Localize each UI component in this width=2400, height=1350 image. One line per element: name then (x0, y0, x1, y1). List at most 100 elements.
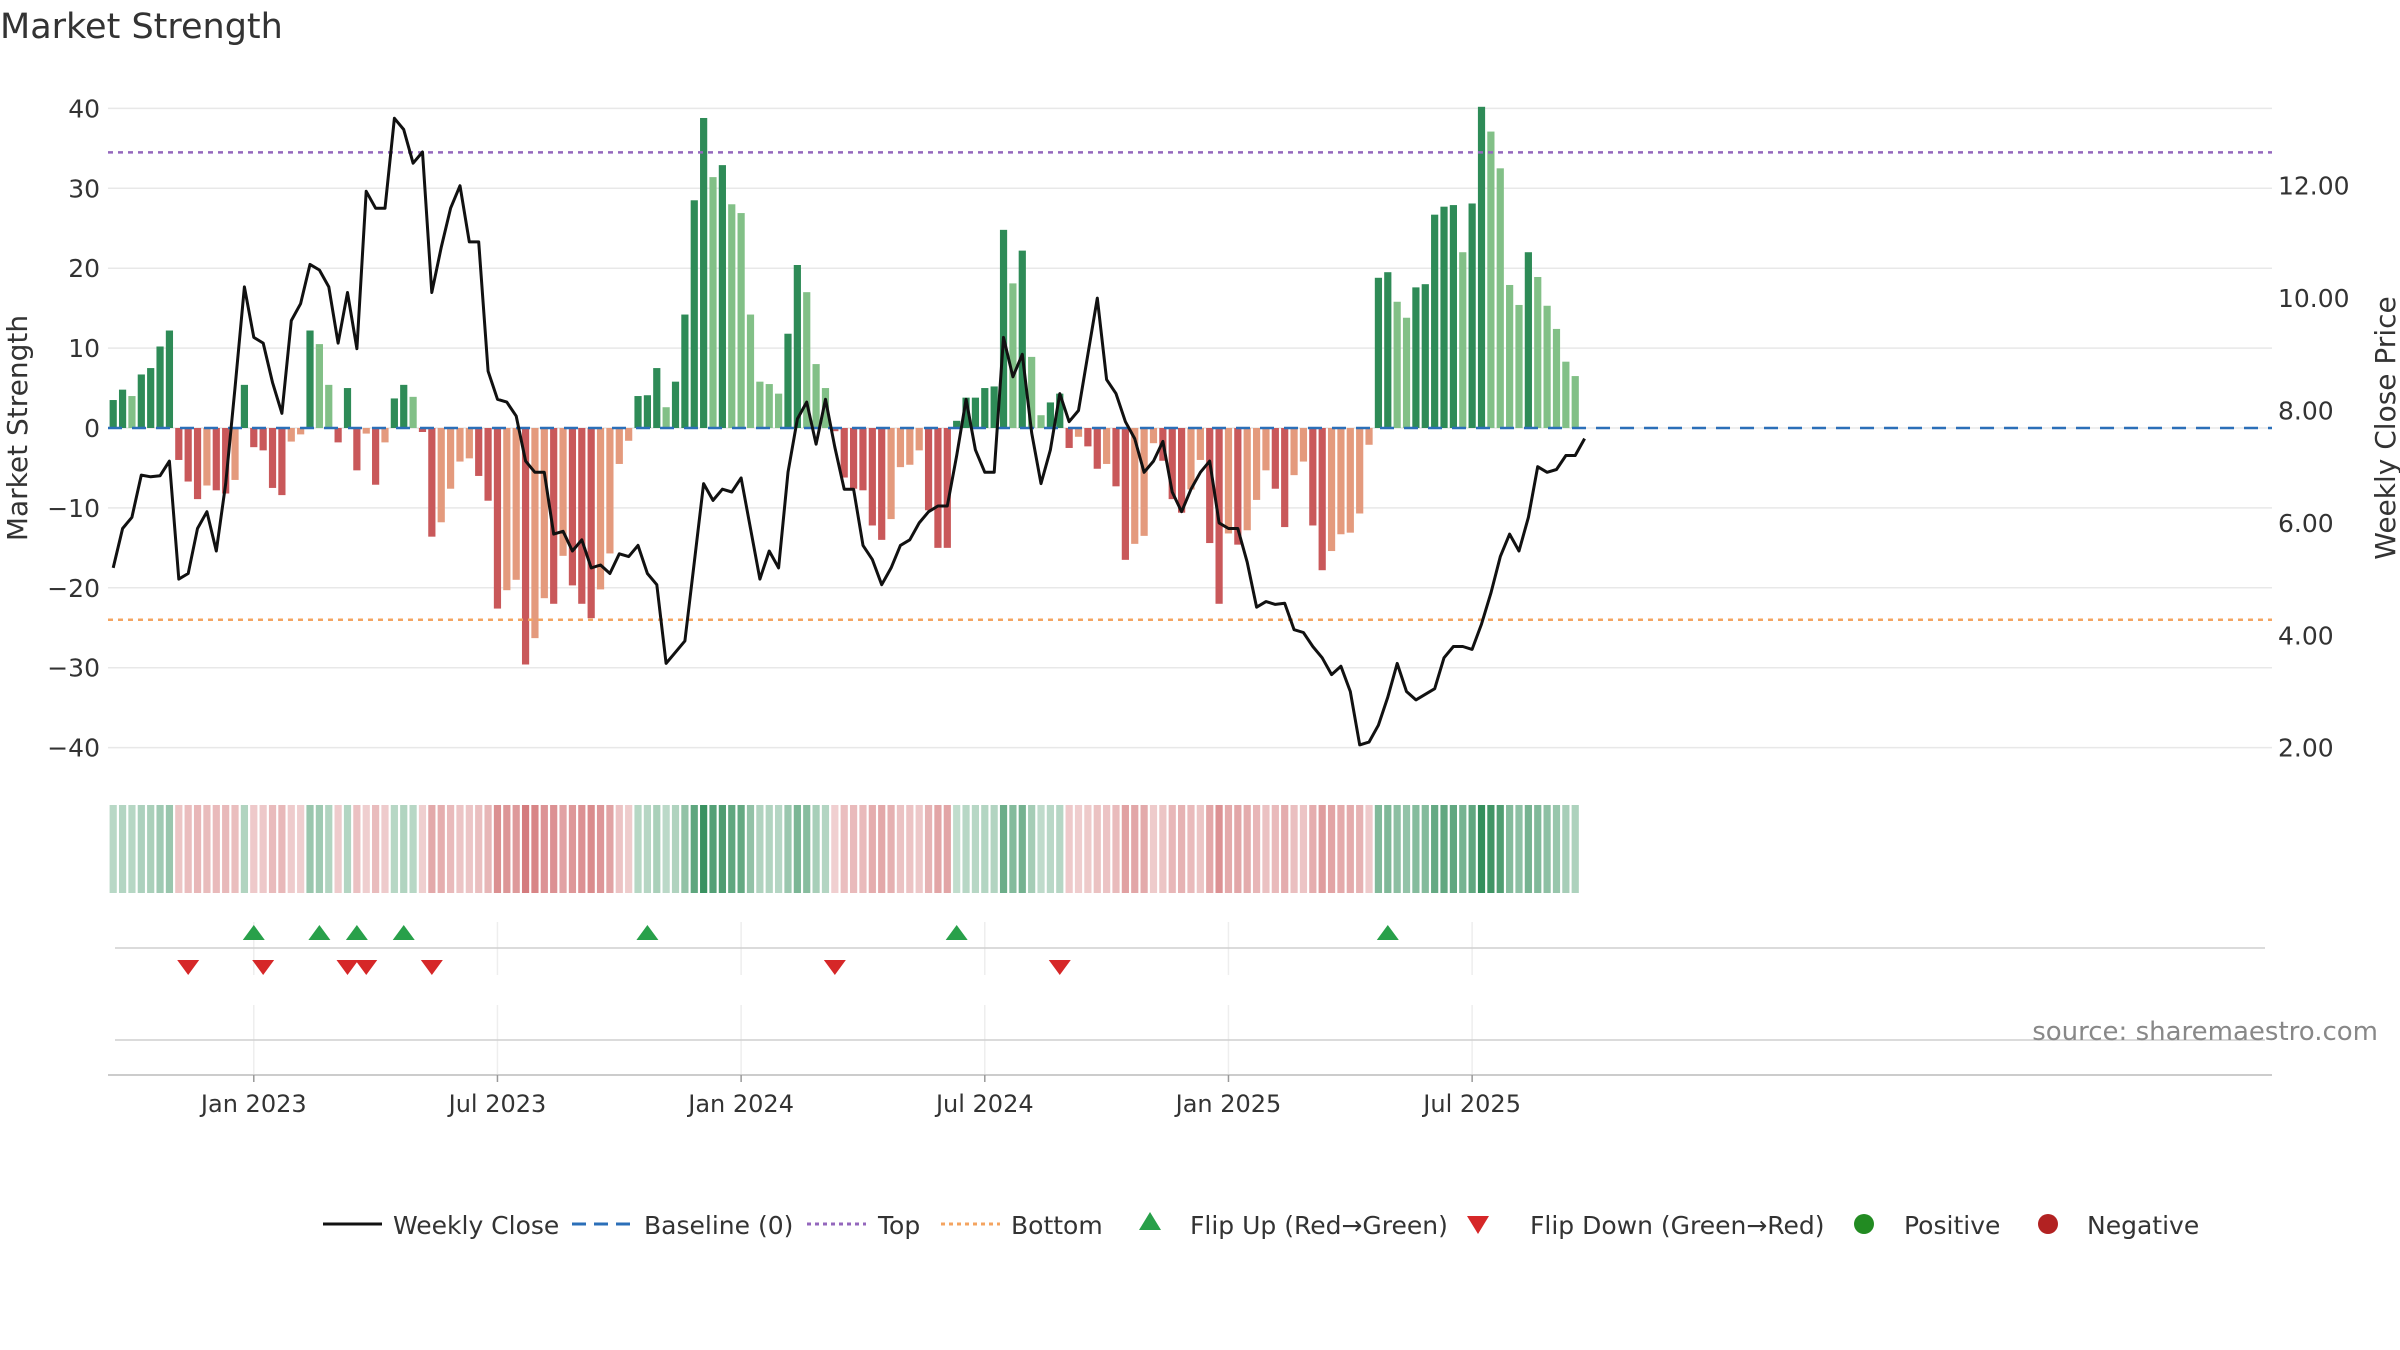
strength-bar (728, 204, 736, 428)
y-tick-label: −30 (47, 654, 100, 683)
legend-flip-down-label: Flip Down (Green→Red) (1530, 1211, 1825, 1240)
heat-strip-cell (793, 805, 801, 893)
heat-strip-cell (1056, 805, 1064, 893)
y-tick-labels: 40 30 20 10 0 −10 −20 −30 −40 (47, 94, 100, 762)
heat-strip-cell (1449, 805, 1457, 893)
strength-bar (634, 396, 642, 428)
legend-flip-up-icon (1139, 1212, 1161, 1230)
strength-bar (1103, 428, 1111, 464)
strength-bar (250, 428, 258, 448)
flip-down-marker (355, 960, 378, 975)
heat-strip-cell (1524, 805, 1532, 893)
flip-down-marker (823, 960, 846, 975)
heat-strip-cell (1440, 805, 1448, 893)
heat-strip-cell (1206, 805, 1214, 893)
x-tick-label: Jul 2025 (1421, 1090, 1521, 1118)
strength-bar (953, 420, 961, 428)
heat-strip-cell (381, 805, 389, 893)
heat-strip-cell (990, 805, 998, 893)
strength-bar (287, 428, 295, 442)
heat-strip-cell (737, 805, 745, 893)
strength-bar (849, 428, 858, 489)
heat-strip-cell (465, 805, 473, 893)
strength-bar (137, 374, 145, 428)
heat-strip-cell (390, 805, 398, 893)
heat-strip-cell (1187, 805, 1195, 893)
strength-bar (1224, 428, 1233, 534)
heat-strip-cell (1281, 805, 1289, 893)
flip-up-marker (392, 925, 415, 940)
heat-strip-cell (1093, 805, 1101, 893)
heat-strip-cell (634, 805, 642, 893)
strength-bar (934, 428, 942, 548)
strength-bar (568, 428, 577, 586)
strength-bar (1018, 250, 1026, 428)
heat-strip-cell (568, 805, 577, 893)
strength-bar (1431, 214, 1439, 428)
strength-bar (671, 381, 680, 428)
heat-strip-cell (1571, 805, 1579, 893)
legend-bottom-label: Bottom (1011, 1211, 1103, 1240)
strength-bar (606, 428, 614, 554)
strength-bar (1393, 301, 1401, 428)
strength-bar (924, 428, 933, 511)
strength-bar (690, 200, 698, 428)
source-note: source: sharemaestro.com (2032, 1017, 2378, 1047)
heat-strip-cell (596, 805, 605, 893)
strength-bar (746, 314, 755, 428)
strength-bar (418, 428, 427, 432)
heat-strip-cell (250, 805, 258, 893)
chart-title: Market Strength (0, 7, 283, 47)
y-tick-label: 30 (68, 174, 100, 203)
heat-strip-cell (775, 805, 783, 893)
strength-bar (156, 346, 164, 428)
y2-tick-label: 6.00 (2278, 509, 2334, 538)
legend-baseline-label: Baseline (0) (644, 1211, 793, 1240)
reference-lines (108, 151, 2272, 622)
strength-bar (756, 381, 764, 428)
strength-bar (596, 428, 605, 590)
y2-tick-label: 10.00 (2278, 284, 2350, 313)
strength-bar (999, 229, 1008, 428)
strength-bar (175, 428, 183, 460)
strength-bar (1121, 428, 1129, 560)
strength-bar (1327, 428, 1336, 552)
strength-bar (615, 428, 623, 464)
heat-strip-cell (690, 805, 698, 893)
strength-bar (625, 428, 633, 441)
heat-strip-cell (315, 805, 323, 893)
strength-bar (428, 428, 436, 537)
heat-strip-cell (765, 805, 773, 893)
strength-bar (793, 265, 801, 428)
strength-bar (1028, 356, 1036, 428)
flip-up-marker (1376, 925, 1399, 940)
y2-tick-label: 12.00 (2278, 172, 2350, 201)
strength-bar (878, 428, 886, 540)
strength-bar (1515, 304, 1523, 428)
strength-bar (268, 428, 277, 488)
strength-bar (662, 407, 670, 428)
legend-positive-label: Positive (1904, 1211, 2000, 1240)
strength-bar (700, 117, 708, 428)
strength-bar (1552, 328, 1561, 428)
heat-strip-cell (812, 805, 820, 893)
strength-bar (1281, 428, 1289, 528)
heat-strip-cell (1393, 805, 1401, 893)
strength-bar (831, 428, 839, 432)
legend-top-label: Top (877, 1211, 920, 1240)
strength-bar (1543, 305, 1551, 428)
heat-strip-cell (1421, 805, 1429, 893)
heat-strip-cell (718, 805, 726, 893)
strength-bar (240, 384, 249, 428)
y2-tick-label: 4.00 (2278, 621, 2334, 650)
heat-strip-cell (325, 805, 333, 893)
strength-bar (1271, 428, 1279, 489)
strength-bar (1243, 428, 1251, 531)
strength-bar (278, 428, 286, 496)
heat-strip-cell (1299, 805, 1308, 893)
flip-up-marker (242, 925, 265, 940)
legend-positive-dot-icon (1854, 1214, 1874, 1234)
heat-strip-cell (1178, 805, 1186, 893)
heat-strip-cell (821, 805, 830, 893)
